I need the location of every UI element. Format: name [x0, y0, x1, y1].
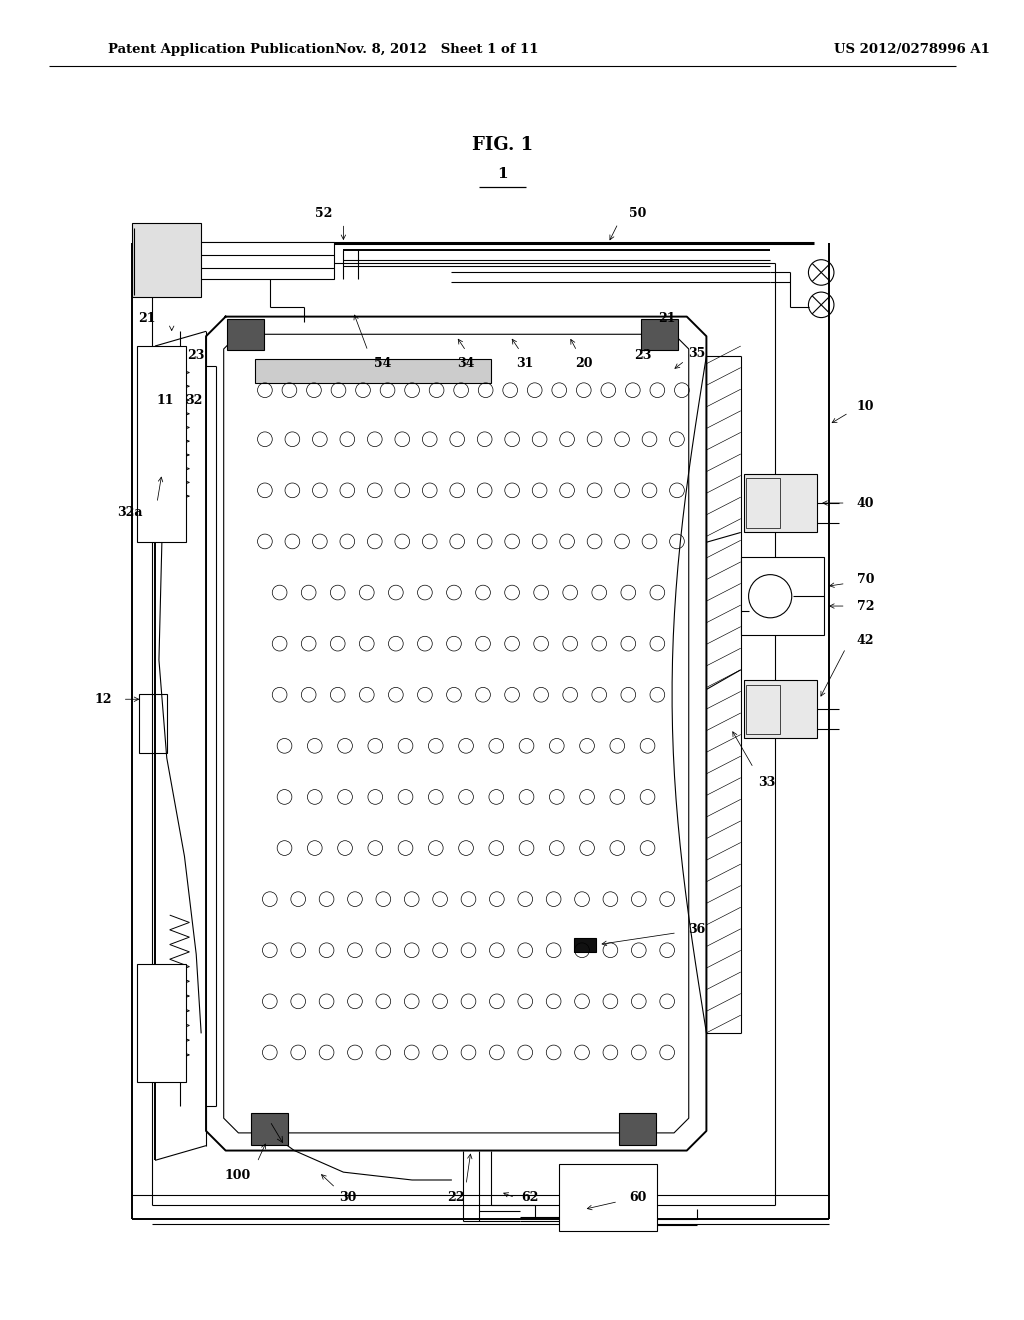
Text: 21: 21 [138, 312, 156, 325]
Bar [137, 964, 186, 1082]
Bar [137, 346, 186, 543]
Text: 31: 31 [516, 358, 534, 370]
Text: 52: 52 [315, 207, 333, 220]
Text: 50: 50 [629, 207, 646, 220]
Text: 34: 34 [458, 358, 475, 370]
Text: 23: 23 [187, 350, 205, 363]
Text: 70: 70 [857, 573, 874, 586]
Bar [641, 318, 678, 350]
Text: 21: 21 [658, 312, 676, 325]
Bar [743, 474, 817, 532]
Text: 10: 10 [857, 400, 874, 413]
Text: 42: 42 [857, 634, 874, 647]
Bar [255, 359, 490, 383]
Bar [153, 242, 334, 280]
Text: 23: 23 [634, 350, 651, 363]
Text: US 2012/0278996 A1: US 2012/0278996 A1 [834, 44, 990, 57]
Text: 30: 30 [340, 1191, 357, 1204]
Text: 60: 60 [629, 1191, 646, 1204]
Text: 36: 36 [688, 923, 706, 936]
Bar [139, 694, 167, 754]
Bar [226, 318, 264, 350]
Text: Nov. 8, 2012   Sheet 1 of 11: Nov. 8, 2012 Sheet 1 of 11 [335, 44, 539, 57]
Text: 54: 54 [374, 358, 391, 370]
Text: 11: 11 [156, 393, 174, 407]
Text: 20: 20 [575, 358, 593, 370]
Text: 1: 1 [497, 168, 508, 181]
Bar [574, 937, 596, 952]
Bar [743, 680, 817, 738]
Text: 33: 33 [759, 776, 776, 789]
Bar [620, 1113, 656, 1144]
Bar [559, 1164, 657, 1232]
Text: 32: 32 [185, 393, 203, 407]
Bar [745, 685, 780, 734]
Bar [745, 478, 780, 528]
Text: 62: 62 [521, 1191, 539, 1204]
Bar [132, 223, 201, 297]
Bar [251, 1113, 289, 1144]
Text: 12: 12 [94, 693, 112, 706]
Text: Patent Application Publication: Patent Application Publication [108, 44, 335, 57]
Text: 32a: 32a [117, 507, 142, 519]
Text: 22: 22 [447, 1191, 465, 1204]
Text: 35: 35 [688, 347, 706, 360]
Text: 40: 40 [857, 496, 874, 510]
Text: 72: 72 [857, 599, 874, 612]
Text: 100: 100 [224, 1168, 251, 1181]
Bar [740, 557, 824, 635]
Text: FIG. 1: FIG. 1 [472, 136, 532, 154]
